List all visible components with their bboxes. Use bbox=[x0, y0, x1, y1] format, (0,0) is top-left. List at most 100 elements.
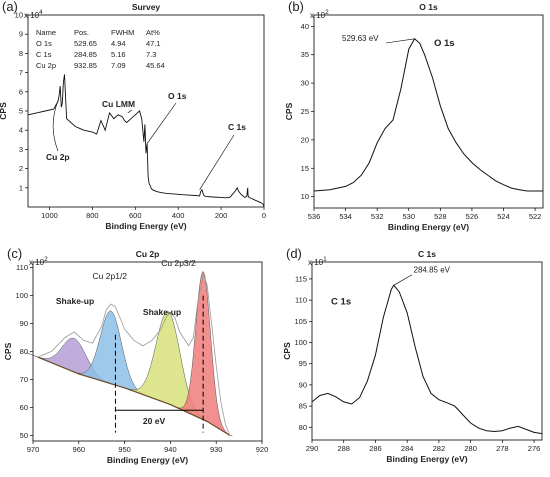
x-tick-label: 940 bbox=[164, 445, 177, 454]
table-cell: 7.09 bbox=[111, 61, 126, 70]
y-tick-label: 105 bbox=[294, 317, 307, 326]
table-cell: Cu 2p bbox=[36, 61, 56, 70]
spectrum-line bbox=[27, 74, 265, 207]
table-cell: 47.1 bbox=[146, 39, 161, 48]
panel-title: Cu 2p bbox=[136, 249, 160, 259]
plot-frame bbox=[311, 261, 543, 441]
table-cell: 4.94 bbox=[111, 39, 126, 48]
y-tick-label: 35 bbox=[301, 50, 309, 59]
x-axis-label: Binding Energy (eV) bbox=[105, 221, 186, 231]
annotation-shakeup: Shake-up bbox=[143, 307, 181, 317]
x-tick-label: 1000 bbox=[41, 211, 58, 220]
y-tick-label: 30 bbox=[301, 79, 309, 88]
panel-letter: (b) bbox=[288, 0, 304, 14]
table-cell: 5.16 bbox=[111, 50, 126, 59]
arrow-line bbox=[393, 274, 413, 286]
arrow-line bbox=[199, 134, 235, 190]
y-tick-label: 95 bbox=[299, 359, 307, 368]
peak-label: 284.85 eV bbox=[414, 266, 451, 275]
x-tick-label: 288 bbox=[337, 444, 350, 453]
y-tick-label: 4 bbox=[19, 126, 23, 135]
annotation-cu2p: Cu 2p bbox=[46, 152, 70, 162]
x-tick-label: 950 bbox=[118, 445, 131, 454]
x-tick-label: 290 bbox=[306, 444, 319, 453]
y-axis-label: CPS bbox=[284, 102, 294, 120]
y-tick-label: 110 bbox=[295, 296, 307, 305]
annotation-cu2p32: Cu 2p3/2 bbox=[161, 258, 196, 268]
y-axis-label: CPS bbox=[0, 102, 8, 120]
y-tick-label: 90 bbox=[20, 319, 28, 328]
table-cell: 45.64 bbox=[146, 61, 165, 70]
y-tick-label: 7 bbox=[19, 68, 23, 77]
annotation-cu2p12: Cu 2p1/2 bbox=[93, 271, 128, 281]
spectrum-line bbox=[311, 284, 543, 435]
x-tick-label: 532 bbox=[371, 212, 384, 221]
x-tick-label: 960 bbox=[73, 445, 86, 454]
peak-label: 529.63 eV bbox=[342, 34, 379, 43]
y-axis-label: CPS bbox=[3, 342, 13, 360]
spectrum-line bbox=[313, 38, 543, 192]
panel-o-1s: (b) O 1s x 102 Binding Energy (eV) CPS 536 534… bbox=[284, 0, 544, 232]
panel-letter: (a) bbox=[2, 0, 18, 14]
annotation-20ev: 20 eV bbox=[143, 416, 166, 426]
x-tick-label: 600 bbox=[129, 211, 142, 220]
annotation-shakeup: Shake-up bbox=[56, 296, 94, 306]
y-tick-label: 90 bbox=[299, 380, 307, 389]
y-tick-label: 100 bbox=[15, 291, 28, 300]
exponent-label: x 101 bbox=[308, 256, 327, 267]
y-tick-label: 3 bbox=[19, 145, 23, 154]
exponent-label: x 102 bbox=[29, 256, 48, 267]
y-tick-label: 15 bbox=[301, 164, 309, 173]
panel-letter: (c) bbox=[7, 246, 22, 261]
x-tick-label: 970 bbox=[27, 445, 40, 454]
table-cell: O 1s bbox=[36, 39, 52, 48]
x-tick-label: 536 bbox=[308, 212, 321, 221]
x-tick-label: 278 bbox=[496, 444, 509, 453]
y-tick-label: 85 bbox=[299, 402, 307, 411]
x-tick-label: 930 bbox=[210, 445, 223, 454]
x-tick-label: 200 bbox=[215, 211, 228, 220]
exponent-label: x 102 bbox=[310, 9, 329, 20]
y-tick-label: 110 bbox=[16, 263, 28, 272]
table-cell: 284.85 bbox=[74, 50, 97, 59]
y-tick-label: 6 bbox=[19, 87, 23, 96]
y-tick-label: 60 bbox=[20, 403, 28, 412]
y-tick-label: 5 bbox=[19, 107, 23, 116]
arrow-line bbox=[52, 99, 59, 152]
background-line bbox=[37, 356, 231, 436]
y-tick-label: 70 bbox=[20, 375, 28, 384]
envelope-line bbox=[37, 273, 231, 436]
exponent-power: 2 bbox=[44, 256, 48, 263]
x-tick-label: 522 bbox=[529, 212, 542, 221]
y-axis-label: CPS bbox=[282, 342, 292, 360]
peak-name: O 1s bbox=[434, 38, 455, 49]
panel-survey: (a) Survey x 104 Binding Energy (eV) CPS 1000… bbox=[0, 0, 266, 231]
x-tick-label: 282 bbox=[433, 444, 446, 453]
x-tick-label: 276 bbox=[528, 444, 541, 453]
x-tick-label: 534 bbox=[339, 212, 352, 221]
y-tick-label: 9 bbox=[19, 30, 23, 39]
y-tick-label: 10 bbox=[301, 192, 309, 201]
y-tick-label: 50 bbox=[20, 431, 28, 440]
x-tick-label: 286 bbox=[369, 444, 382, 453]
table-cell: C 1s bbox=[36, 50, 52, 59]
arrow-line bbox=[127, 109, 133, 114]
y-tick-label: 115 bbox=[295, 274, 307, 283]
y-tick-label: 100 bbox=[294, 338, 307, 347]
exponent-power: 1 bbox=[323, 256, 327, 263]
annotation-o1s: O 1s bbox=[168, 91, 187, 101]
table-header: Pos. bbox=[74, 28, 89, 37]
arrow-line bbox=[385, 38, 415, 44]
x-axis-label: Binding Energy (eV) bbox=[386, 454, 467, 464]
y-tick-label: 10 bbox=[15, 11, 23, 20]
x-tick-label: 528 bbox=[434, 212, 447, 221]
x-axis-label: Binding Energy (eV) bbox=[107, 455, 188, 465]
y-tick-label: 80 bbox=[299, 423, 307, 432]
annotation-cu-lmm: Cu LMM bbox=[102, 99, 135, 109]
panel-title: C 1s bbox=[418, 249, 436, 259]
x-tick-label: 530 bbox=[403, 212, 416, 221]
annotation-c1s: C 1s bbox=[228, 122, 246, 132]
table-cell: 7.3 bbox=[146, 50, 156, 59]
y-tick-label: 25 bbox=[301, 107, 309, 116]
